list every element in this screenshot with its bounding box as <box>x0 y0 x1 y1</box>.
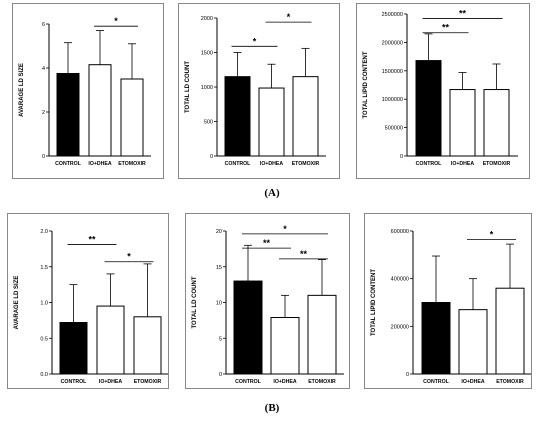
significance-label: * <box>114 16 118 26</box>
y-tick-label: 1.0 <box>40 301 48 307</box>
y-tick-label: 2000000 <box>382 40 403 46</box>
category-label: ETOMOXIR <box>496 379 524 385</box>
bar-1 <box>233 280 263 375</box>
significance-label: ** <box>88 235 96 245</box>
category-label: CONTROL <box>225 161 251 167</box>
chart-panel-b3: 0 200000 400000 600000 TOTAL LIPID CONTENT CO… <box>364 213 532 389</box>
bar-2 <box>458 309 488 375</box>
category-label: ETOMOXIR <box>483 161 511 167</box>
bar-1 <box>224 76 251 157</box>
y-axis-label: AVARAGE LD SIZE <box>19 63 25 117</box>
y-tick-label: 1500000 <box>382 69 403 75</box>
bar-3 <box>483 89 510 157</box>
category-label: CONTROL <box>416 161 442 167</box>
bar-2 <box>270 317 300 375</box>
bar-3 <box>133 316 162 375</box>
y-tick-label: 600000 <box>391 229 409 235</box>
category-label: IO+DHEA <box>451 161 474 167</box>
y-tick-label: 200000 <box>391 324 409 330</box>
bar-1 <box>415 60 442 157</box>
chart-panel-a1: 0 2 4 6 AVARAGE LD SIZE CONTROL IO+DHEA ETOMOXI… <box>12 3 164 179</box>
significance-label: ** <box>459 9 467 19</box>
y-tick-label: 2500000 <box>382 12 403 18</box>
significance-label: * <box>287 12 291 22</box>
category-label: ETOMOXIR <box>292 161 320 167</box>
y-tick-label: 500000 <box>385 126 403 132</box>
category-label: CONTROL <box>423 379 449 385</box>
y-tick-label: 0 <box>210 154 213 160</box>
y-tick-label: 15 <box>216 265 222 271</box>
y-tick-label: 1000000 <box>382 97 403 103</box>
bar-3 <box>307 294 337 375</box>
y-tick-label: 1000 <box>201 85 213 91</box>
bar-3 <box>495 287 525 375</box>
chart-svg: 0 5 10 15 20 TOTAL LD COUNT CONTROL IO+DHEA ETOM… <box>192 224 344 385</box>
y-tick-label: 0 <box>42 154 45 160</box>
y-tick-label: 2.0 <box>40 229 48 235</box>
category-label: ETOMOXIR <box>308 379 336 385</box>
chart-panel-a3: 0 500000 1000000 1500000 2000000 2500000 TOTAL… <box>356 3 530 179</box>
row-label-a: (A) <box>264 187 280 199</box>
y-tick-label: 0.5 <box>40 336 48 342</box>
significance-label: * <box>127 252 131 262</box>
chart-panel-b1: 0.0 0.5 1.0 1.5 2.0 AVARAGE LD SIZE CONTROL IO+… <box>7 213 169 389</box>
y-tick-label: 2 <box>42 110 45 116</box>
bar-3 <box>120 78 144 157</box>
category-label: IO+DHEA <box>461 379 484 385</box>
y-tick-label: 0.0 <box>40 372 48 378</box>
y-tick-label: 5 <box>219 336 222 342</box>
bar-2 <box>449 89 476 157</box>
bar-2 <box>96 305 125 375</box>
y-tick-label: 0 <box>219 372 222 378</box>
y-tick-label: 500 <box>204 120 213 126</box>
y-tick-label: 20 <box>216 229 222 235</box>
category-label: IO+DHEA <box>273 379 296 385</box>
significance-label: ** <box>263 238 271 248</box>
chart-svg: 0 200000 400000 600000 TOTAL LIPID CONTENT CO… <box>371 229 531 385</box>
y-tick-label: 400000 <box>391 277 409 283</box>
significance-label: * <box>490 229 494 239</box>
significance-label: ** <box>442 23 450 33</box>
chart-svg: 0 2 4 6 AVARAGE LD SIZE CONTROL IO+DHEA ETOMOXI… <box>19 16 151 167</box>
y-tick-label: 10 <box>216 301 222 307</box>
bar-1 <box>421 302 451 375</box>
y-axis-label: TOTAL LIPID CONTENT <box>363 51 369 118</box>
y-tick-label: 1.5 <box>40 265 48 271</box>
y-tick-label: 2000 <box>201 16 213 22</box>
significance-label: * <box>283 224 287 234</box>
y-tick-label: 1500 <box>201 51 213 57</box>
bar-3 <box>292 76 319 157</box>
y-tick-label: 0 <box>400 154 403 160</box>
y-axis-label: TOTAL LIPID CONTENT <box>371 269 377 336</box>
significance-label: * <box>253 36 257 46</box>
row-label-b: (B) <box>264 402 280 414</box>
category-label: IO+DHEA <box>88 161 111 167</box>
chart-svg: 0 500000 1000000 1500000 2000000 2500000 TOTAL… <box>363 9 518 167</box>
chart-panel-a2: 0 500 1000 1500 2000 TOTAL LD COUNT CONTROL IO+… <box>178 3 340 179</box>
y-tick-label: 0 <box>406 372 409 378</box>
y-tick-label: 4 <box>42 66 45 72</box>
bar-2 <box>88 64 112 157</box>
bar-1 <box>56 73 80 157</box>
category-label: IO+DHEA <box>260 161 283 167</box>
y-tick-label: 6 <box>42 22 45 28</box>
bar-2 <box>258 87 285 157</box>
category-label: IO+DHEA <box>99 379 122 385</box>
significance-label: ** <box>300 249 308 259</box>
bar-1 <box>59 322 88 375</box>
chart-panel-b2: 0 5 10 15 20 TOTAL LD COUNT CONTROL IO+DHEA ETOM… <box>185 213 350 389</box>
category-label: ETOMOXIR <box>134 379 162 385</box>
chart-svg: 0 500 1000 1500 2000 TOTAL LD COUNT CONTROL IO+… <box>185 12 326 167</box>
category-label: CONTROL <box>61 379 87 385</box>
y-axis-label: AVARAGE LD SIZE <box>14 276 20 330</box>
category-label: CONTROL <box>55 161 81 167</box>
category-label: CONTROL <box>235 379 261 385</box>
chart-svg: 0.0 0.5 1.0 1.5 2.0 AVARAGE LD SIZE CONTROL IO+… <box>14 229 168 385</box>
y-axis-label: TOTAL LD COUNT <box>192 276 198 328</box>
category-label: ETOMOXIR <box>118 161 146 167</box>
y-axis-label: TOTAL LD COUNT <box>185 61 191 113</box>
